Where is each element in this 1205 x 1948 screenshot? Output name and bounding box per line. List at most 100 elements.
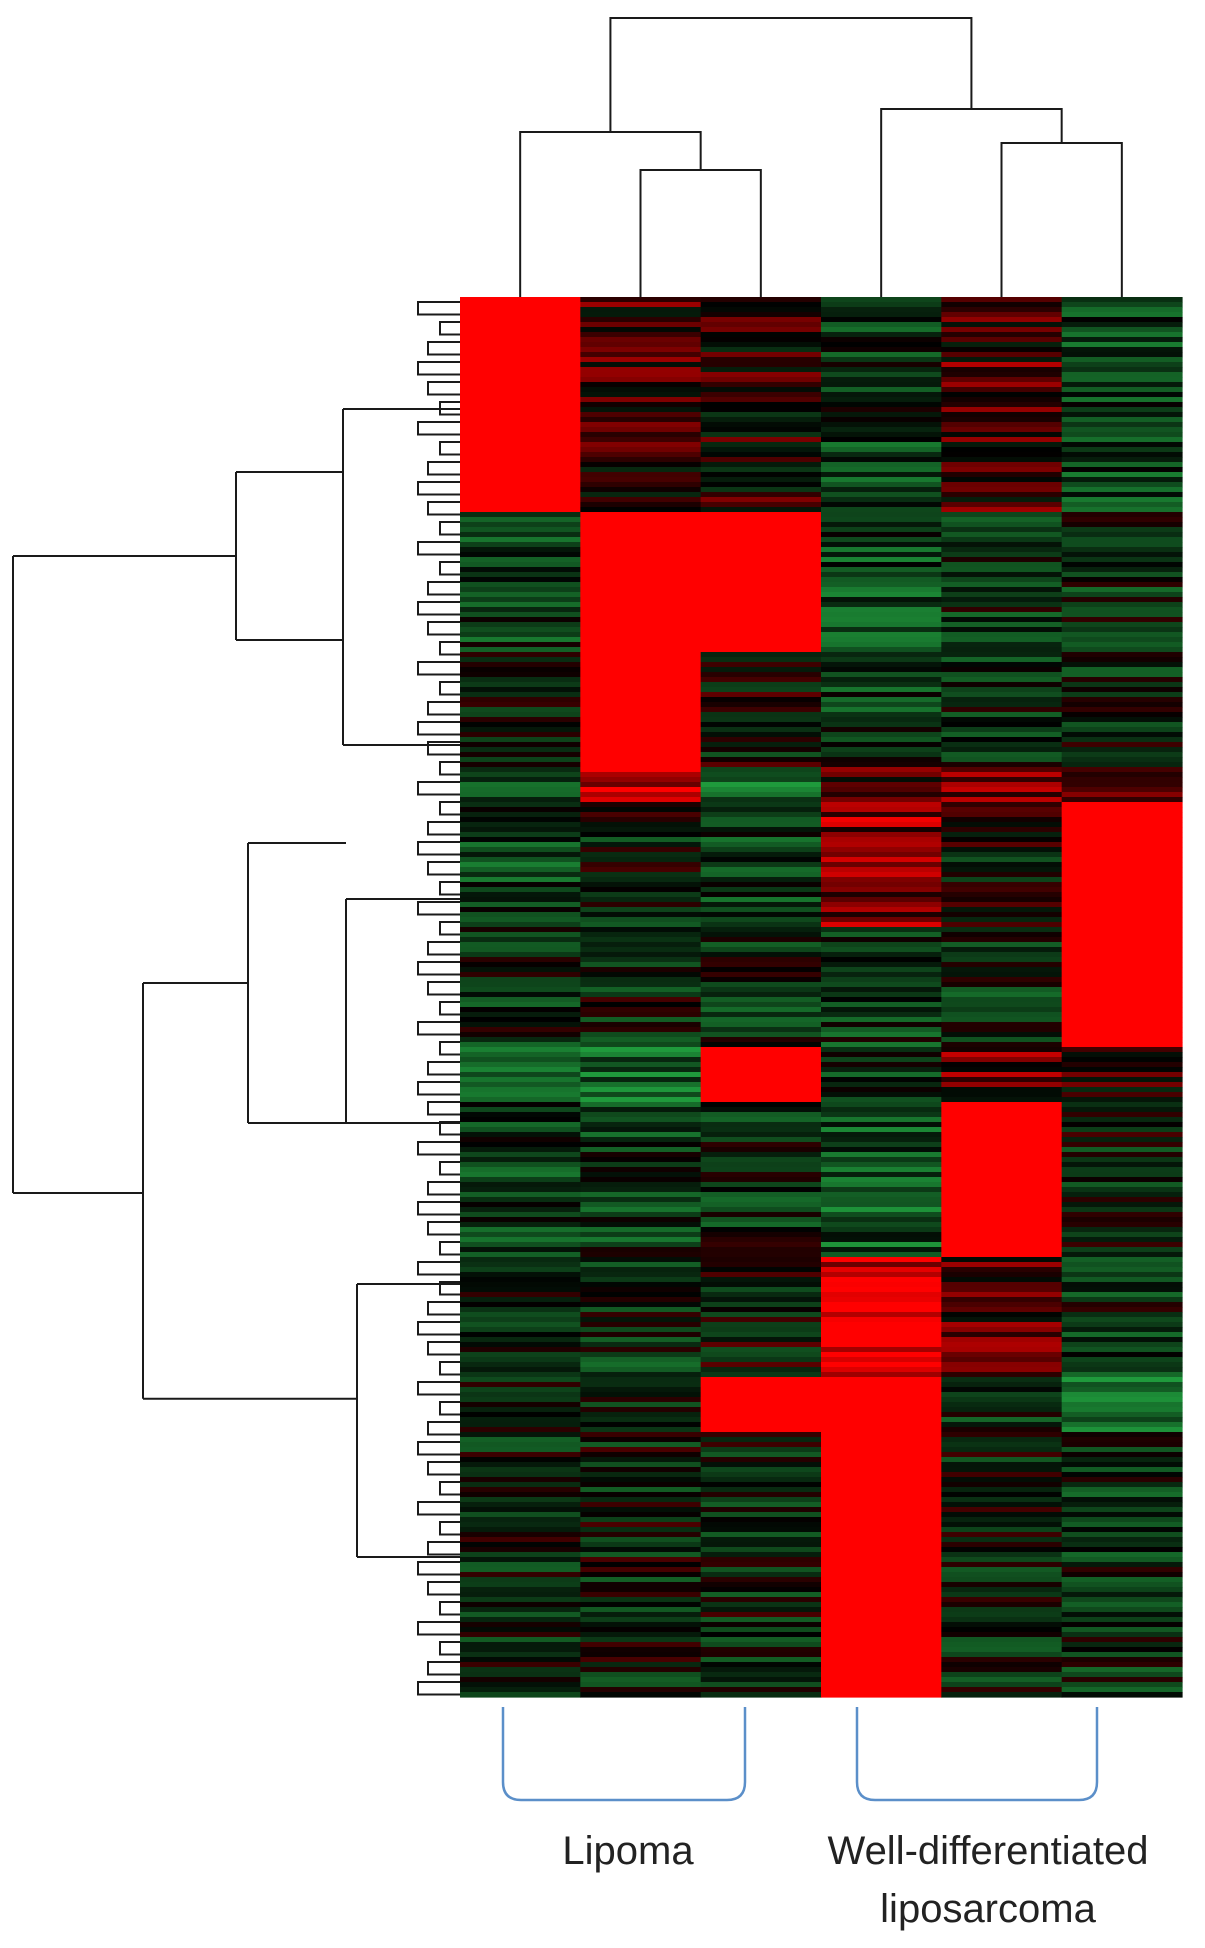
- heatmap-cell: [700, 912, 822, 918]
- heatmap-cell: [700, 1512, 822, 1518]
- heatmap-cell: [821, 1622, 942, 1628]
- heatmap-cell: [700, 777, 822, 783]
- heatmap-cell: [1061, 662, 1183, 668]
- row-dendro-leaf: [417, 661, 460, 676]
- heatmap-cell: [941, 1622, 1063, 1628]
- heatmap-cell: [700, 1042, 822, 1048]
- heatmap-cell: [941, 717, 1063, 723]
- heatmap-cell: [580, 1472, 702, 1478]
- heatmap-cell: [580, 392, 702, 398]
- heatmap-cell: [700, 527, 822, 533]
- heatmap-cell: [700, 677, 822, 683]
- heatmap-cell: [821, 1587, 942, 1593]
- heatmap-cell: [821, 667, 942, 673]
- heatmap-cell: [941, 562, 1063, 568]
- heatmap-cell: [941, 997, 1063, 1003]
- heatmap-cell: [821, 1107, 942, 1113]
- heatmap-cell: [460, 472, 581, 478]
- heatmap-cell: [700, 1497, 822, 1503]
- heatmap-cell: [700, 1257, 822, 1263]
- heatmap-cell: [821, 1277, 942, 1283]
- heatmap-cell: [700, 897, 822, 903]
- heatmap-cell: [460, 1157, 581, 1163]
- heatmap-cell: [1061, 1202, 1183, 1208]
- heatmap-cell: [1061, 702, 1183, 708]
- heatmap-cell: [1061, 922, 1183, 928]
- heatmap-cell: [821, 1407, 942, 1413]
- heatmap-cell: [941, 1557, 1063, 1563]
- heatmap-cell: [1061, 1522, 1183, 1528]
- heatmap-cell: [460, 1207, 581, 1213]
- heatmap-cell: [460, 1262, 581, 1268]
- heatmap-cell: [460, 982, 581, 988]
- heatmap-cell: [821, 347, 942, 353]
- heatmap-cell: [460, 1037, 581, 1043]
- heatmap-cell: [1061, 437, 1183, 443]
- heatmap-cell: [580, 437, 702, 443]
- heatmap-cell: [700, 352, 822, 358]
- heatmap-cell: [580, 1032, 702, 1038]
- heatmap-cell: [941, 1127, 1063, 1133]
- heatmap-cell: [580, 1627, 702, 1633]
- heatmap-cell: [1061, 817, 1183, 823]
- heatmap-cell: [700, 1612, 822, 1618]
- heatmap-cell: [700, 1037, 822, 1043]
- heatmap-cell: [1061, 947, 1183, 953]
- heatmap-cell: [821, 1607, 942, 1613]
- heatmap-cell: [821, 572, 942, 578]
- heatmap-cell: [460, 1197, 581, 1203]
- heatmap-cell: [580, 1547, 702, 1553]
- heatmap-cell: [821, 627, 942, 633]
- heatmap-cell: [460, 632, 581, 638]
- heatmap-cell: [460, 1177, 581, 1183]
- heatmap-cell: [580, 1062, 702, 1068]
- heatmap-cell: [460, 1582, 581, 1588]
- heatmap-cell: [460, 1362, 581, 1368]
- heatmap-cell: [580, 942, 702, 948]
- heatmap-cell: [700, 592, 822, 598]
- heatmap-cell: [941, 732, 1063, 738]
- heatmap-cell: [580, 672, 702, 678]
- heatmap-cell: [821, 672, 942, 678]
- heatmap-cell: [941, 442, 1063, 448]
- heatmap-cell: [1061, 1672, 1183, 1678]
- heatmap-cell: [580, 1637, 702, 1643]
- heatmap-cell: [580, 1652, 702, 1658]
- heatmap-cell: [580, 867, 702, 873]
- heatmap-cell: [580, 487, 702, 493]
- heatmap-cell: [821, 1572, 942, 1578]
- heatmap-cell: [700, 1547, 822, 1553]
- heatmap-cell: [580, 1552, 702, 1558]
- heatmap-cell: [700, 662, 822, 668]
- heatmap-cell: [700, 487, 822, 493]
- heatmap-cell: [700, 657, 822, 663]
- heatmap-cell: [821, 357, 942, 363]
- heatmap-cell: [1061, 467, 1183, 473]
- heatmap-cell: [1061, 1667, 1183, 1673]
- heatmap-cell: [460, 1537, 581, 1543]
- heatmap-cell: [460, 672, 581, 678]
- heatmap-cell: [700, 1617, 822, 1623]
- heatmap-cell: [821, 702, 942, 708]
- heatmap-cell: [460, 1162, 581, 1168]
- heatmap-cell: [1061, 622, 1183, 628]
- heatmap-cell: [700, 1237, 822, 1243]
- heatmap-cell: [1061, 1632, 1183, 1638]
- heatmap-cell: [580, 1112, 702, 1118]
- heatmap-cell: [700, 532, 822, 538]
- heatmap-cell: [460, 1467, 581, 1473]
- heatmap-cell: [700, 467, 822, 473]
- heatmap-cell: [700, 767, 822, 773]
- heatmap-cell: [460, 622, 581, 628]
- heatmap-cell: [941, 832, 1063, 838]
- heatmap-cell: [821, 867, 942, 873]
- heatmap-cell: [1061, 1017, 1183, 1023]
- heatmap-cell: [460, 692, 581, 698]
- heatmap-cell: [580, 357, 702, 363]
- heatmap-cell: [700, 557, 822, 563]
- heatmap-cell: [821, 592, 942, 598]
- heatmap-cell: [1061, 557, 1183, 563]
- row-dendro-leaf: [439, 1521, 460, 1536]
- heatmap-cell: [580, 442, 702, 448]
- heatmap-cell: [941, 797, 1063, 803]
